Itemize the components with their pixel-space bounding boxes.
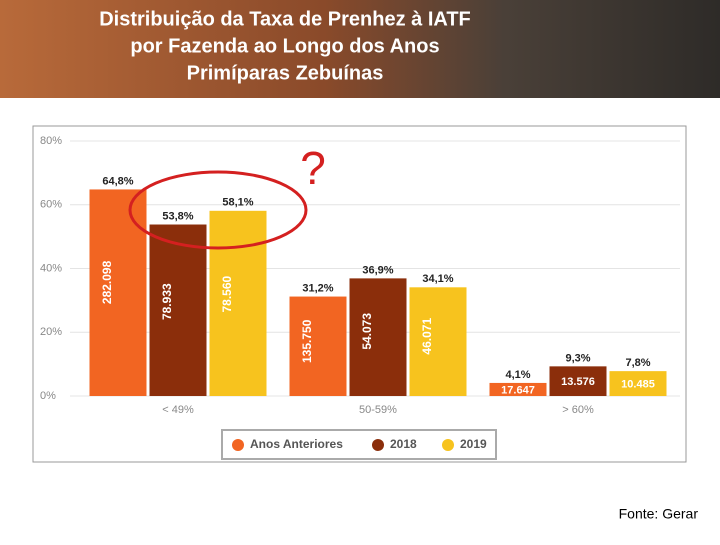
bar <box>289 296 347 396</box>
legend-marker <box>442 439 454 451</box>
annotation: ? <box>300 142 326 194</box>
bar <box>209 210 267 396</box>
count-label: 282.098 <box>100 260 114 304</box>
count-label: 78.933 <box>160 283 174 320</box>
legend-marker <box>232 439 244 451</box>
x-tick-label: > 60% <box>562 404 594 416</box>
title-line: Distribuição da Taxa de Prenhez à IATF <box>99 8 471 30</box>
value-label: 64,8% <box>102 175 133 187</box>
bar <box>89 189 147 396</box>
count-label: 54.073 <box>360 313 374 350</box>
value-label: 36,9% <box>362 264 393 276</box>
count-label: 10.485 <box>621 378 655 390</box>
bar <box>349 278 407 396</box>
value-label: 58,1% <box>222 197 253 209</box>
count-label: 78.560 <box>220 275 234 312</box>
count-label: 13.576 <box>561 376 595 388</box>
count-label: 135.750 <box>300 319 314 363</box>
y-tick-label: 20% <box>40 326 62 338</box>
value-label: 34,1% <box>422 273 453 285</box>
bar <box>549 366 607 396</box>
count-label: 46.071 <box>420 318 434 355</box>
legend-label: 2019 <box>460 437 487 451</box>
legend-label: Anos Anteriores <box>250 437 343 451</box>
count-label: 17.647 <box>501 384 535 396</box>
legend-label: 2018 <box>390 437 417 451</box>
value-label: 7,8% <box>625 357 650 369</box>
header-background <box>0 0 720 98</box>
source: Fonte: Gerar <box>619 506 699 522</box>
y-tick-label: 80% <box>40 135 62 147</box>
legend-marker <box>372 439 384 451</box>
title-line: por Fazenda ao Longo dos Anos <box>130 35 439 57</box>
y-tick-label: 60% <box>40 199 62 211</box>
bar <box>409 287 467 396</box>
highlight-ellipse <box>128 170 308 250</box>
bar <box>489 382 547 396</box>
y-tick-label: 40% <box>40 262 62 274</box>
bar <box>149 224 207 396</box>
title-line: Primíparas Zebuínas <box>187 62 384 84</box>
bar <box>609 371 667 396</box>
value-label: 9,3% <box>565 352 590 364</box>
value-label: 53,8% <box>162 210 193 222</box>
value-label: 4,1% <box>505 369 530 381</box>
y-tick-label: 0% <box>40 390 56 402</box>
x-tick-label: 50-59% <box>359 404 397 416</box>
x-tick-label: < 49% <box>162 404 194 416</box>
value-label: 31,2% <box>302 282 333 294</box>
